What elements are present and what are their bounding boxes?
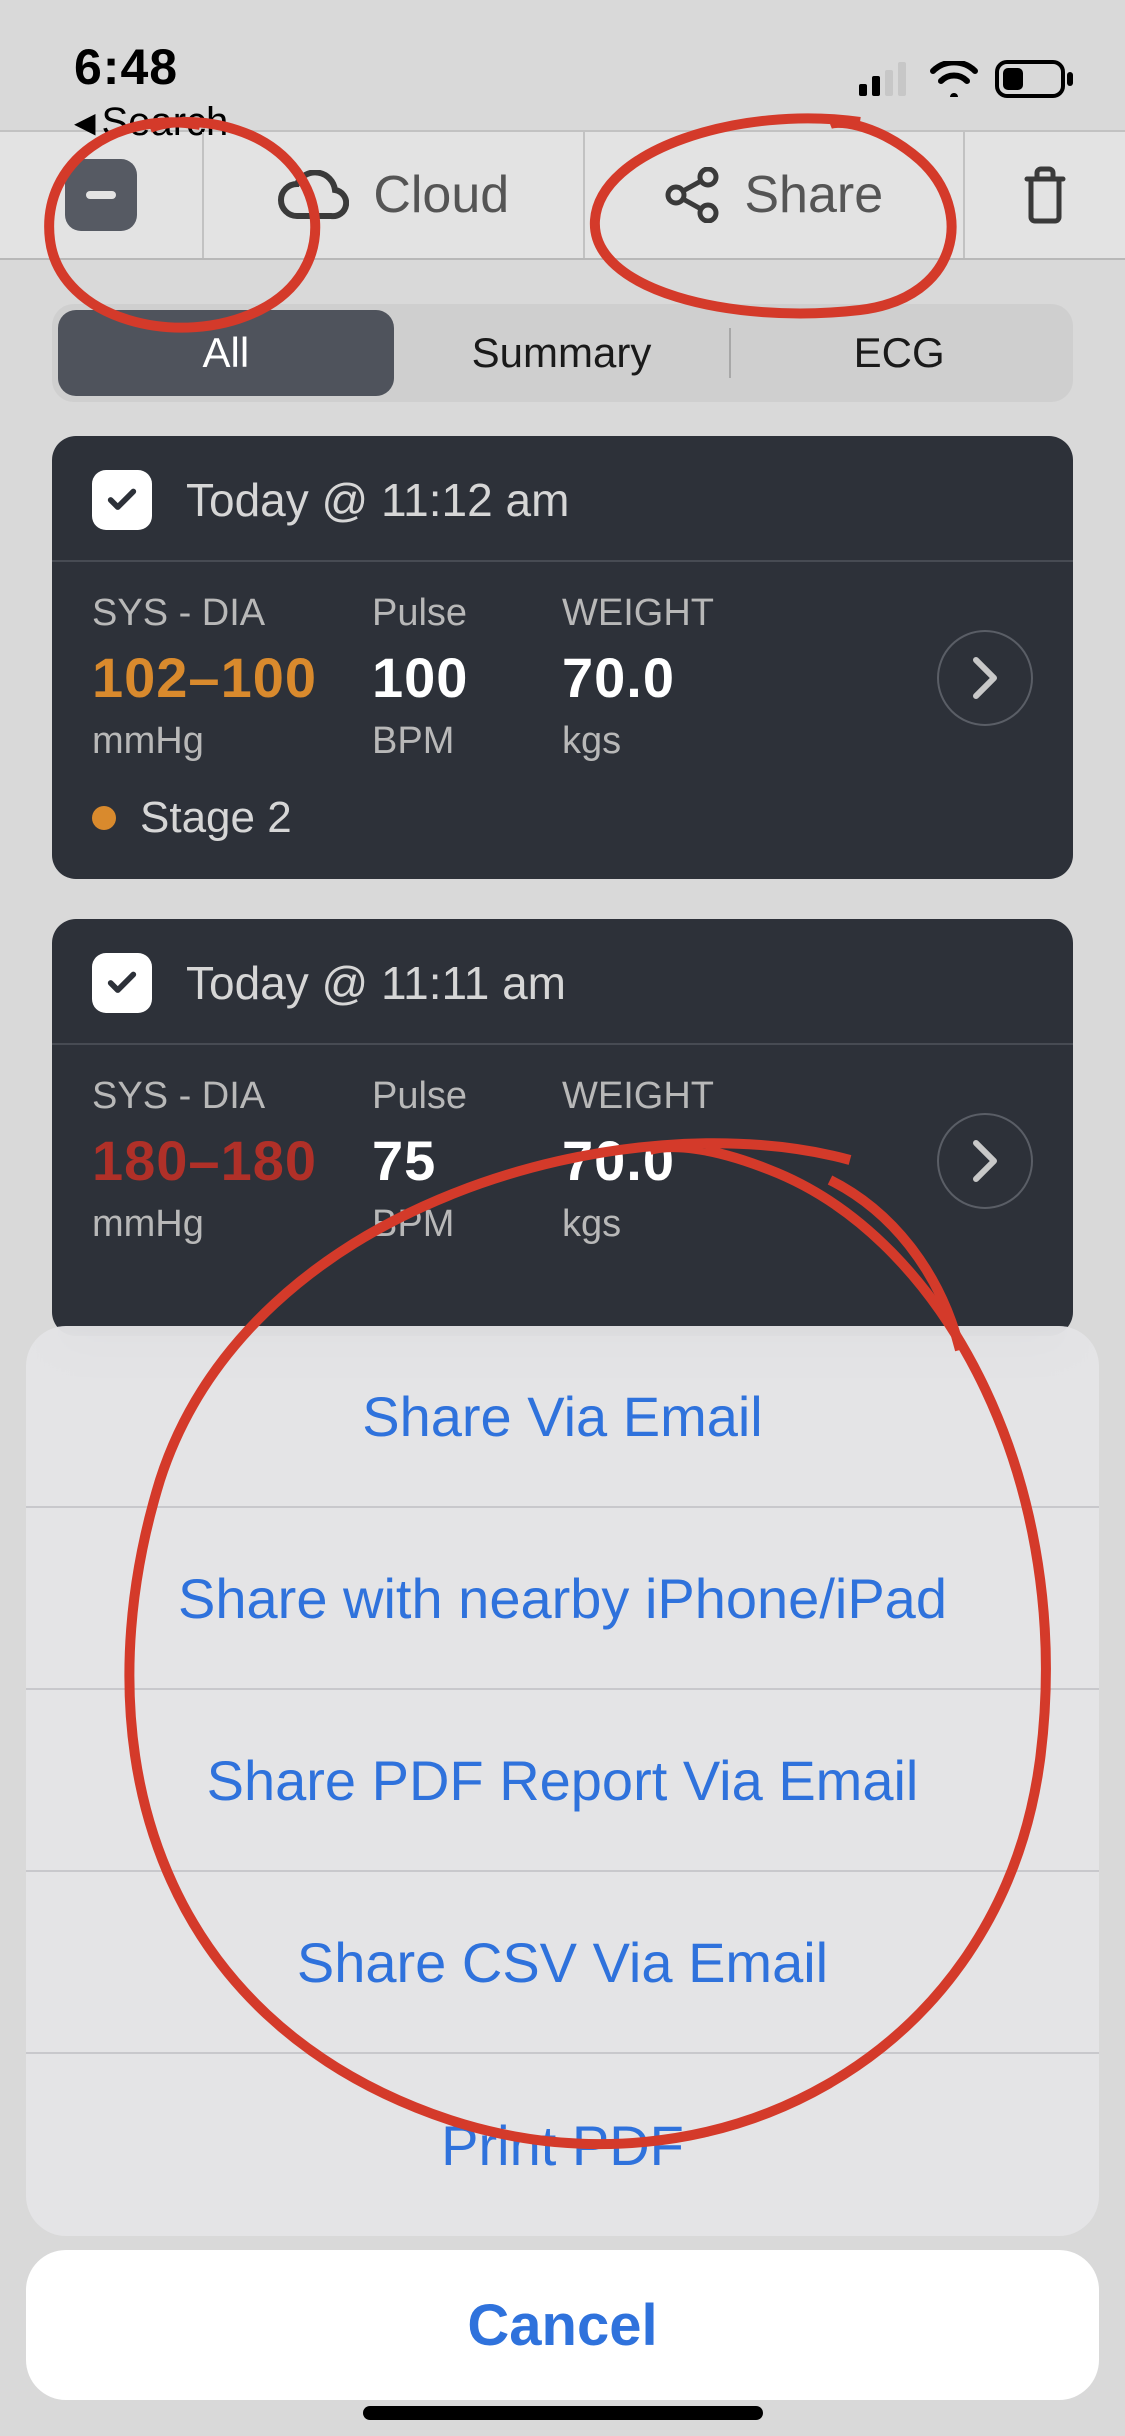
sheet-print-pdf[interactable]: Print PDF bbox=[26, 2054, 1099, 2236]
sheet-share-nearby[interactable]: Share with nearby iPhone/iPad bbox=[26, 1508, 1099, 1690]
share-action-sheet: Share Via Email Share with nearby iPhone… bbox=[26, 1326, 1099, 2236]
sheet-share-email[interactable]: Share Via Email bbox=[26, 1326, 1099, 1508]
sheet-share-pdf-email[interactable]: Share PDF Report Via Email bbox=[26, 1690, 1099, 1872]
sheet-cancel-button[interactable]: Cancel bbox=[26, 2250, 1099, 2400]
home-indicator[interactable] bbox=[363, 2406, 763, 2420]
sheet-share-csv-email[interactable]: Share CSV Via Email bbox=[26, 1872, 1099, 2054]
